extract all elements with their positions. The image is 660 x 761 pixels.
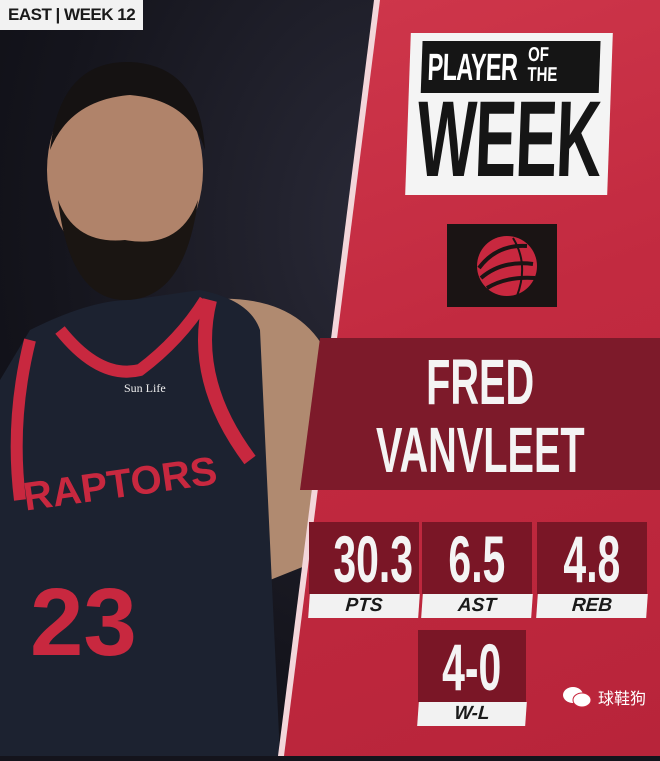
stat-wl: 4-0 W-L (417, 630, 527, 726)
team-logo (447, 224, 557, 307)
stat-reb: 4.8 REB (536, 522, 648, 618)
watermark: 球鞋狗 (562, 685, 646, 709)
stat-ast: 6.5 AST (421, 522, 533, 618)
wechat-icon (563, 687, 592, 708)
stat-label: PTS (308, 594, 420, 618)
jersey-number: 23 (30, 569, 137, 676)
stat-value: 30.3 (333, 522, 414, 596)
stat-value: 6.5 (448, 522, 506, 596)
jersey-sponsor: Sun Life (124, 381, 166, 395)
player-last-name: VANVLEET (375, 414, 585, 486)
stat-pts: 30.3 PTS (308, 522, 420, 618)
stat-label: REB (536, 594, 648, 618)
player-first-name: FRED (425, 346, 535, 418)
title-week: WEEK (415, 78, 603, 199)
stat-label: W-L (417, 702, 527, 726)
watermark-text: 球鞋狗 (598, 689, 647, 708)
stat-label: AST (421, 594, 533, 618)
stat-value: 4-0 (442, 630, 502, 704)
player-of-the-week-badge: PLAYER OF THE WEEK (405, 33, 613, 199)
conference-week-tag: EAST | WEEK 12 (0, 0, 144, 30)
raptors-basketball-claw-icon (477, 236, 537, 297)
name-band (300, 338, 660, 490)
stat-value: 4.8 (563, 522, 621, 596)
